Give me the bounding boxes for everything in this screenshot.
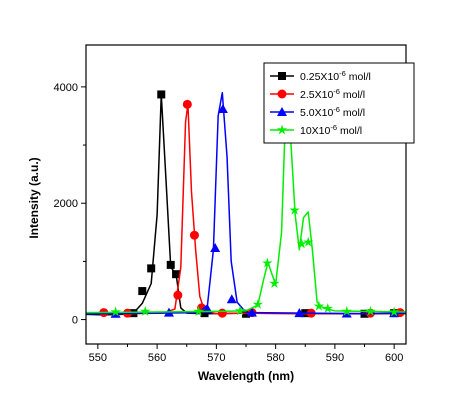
series-1-point <box>166 260 175 269</box>
series-4-point <box>302 236 314 247</box>
series-4-point <box>140 305 151 316</box>
series-3-point <box>210 243 221 253</box>
legend-label: 2.5X10-6 mol/l <box>300 87 365 101</box>
series-4-point <box>296 238 307 249</box>
series-1-point <box>157 90 166 99</box>
series-1-point <box>147 264 156 273</box>
series-2-point <box>189 230 199 240</box>
series-4-point <box>234 305 246 316</box>
legend-label: 5.0X10-6 mol/l <box>300 105 365 119</box>
x-tick-label: 560 <box>148 352 166 364</box>
y-tick-label: 2000 <box>54 198 78 210</box>
x-tick-label: 580 <box>266 352 284 364</box>
x-axis-title: Wavelength (nm) <box>198 369 294 383</box>
y-tick-label: 0 <box>72 315 78 327</box>
series-4-point <box>341 305 352 316</box>
y-tick-label: 4000 <box>54 82 78 94</box>
series-4-point <box>262 257 273 268</box>
legend-label: 0.25X10-6 mol/l <box>300 69 371 83</box>
series-4-point <box>313 300 325 311</box>
series-3-point <box>294 308 305 318</box>
legend-marker <box>277 107 287 116</box>
series-4-point <box>252 298 264 309</box>
series-4 <box>86 90 406 317</box>
series-4-point <box>193 305 204 316</box>
legend-label: 10X10-6 mol/l <box>300 123 362 137</box>
series-1-point <box>138 287 147 296</box>
series-3-point <box>217 103 228 113</box>
series-1-point <box>200 309 209 318</box>
series-4-point <box>365 305 376 316</box>
legend-item-3: 5.0X10-6 mol/l <box>270 105 365 119</box>
x-tick-label: 550 <box>89 352 107 364</box>
series-4-point <box>322 303 334 313</box>
x-tick-label: 570 <box>207 352 225 364</box>
series-2-point <box>217 308 227 318</box>
series-4-point <box>388 306 400 317</box>
series-4-point <box>269 278 280 288</box>
series-1-point <box>172 270 181 279</box>
series-2-point <box>182 99 192 109</box>
y-axis-title: Intensity (a.u.) <box>27 157 41 238</box>
x-tick-label: 600 <box>385 352 403 364</box>
series-2-point <box>173 290 183 300</box>
legend: 0.25X10-6 mol/l 2.5X10-6 mol/l 5.0X10-6 mo… <box>263 62 415 144</box>
series-group <box>86 90 406 318</box>
legend-marker <box>276 124 288 135</box>
axes: 550 560 570 580 590 600 0 2000 4000 <box>54 44 407 364</box>
legend-item-2: 2.5X10-6 mol/l <box>270 87 365 101</box>
series-3-point <box>246 307 257 317</box>
legend-marker <box>278 72 286 80</box>
legend-marker <box>277 89 287 99</box>
legend-item-1: 0.25X10-6 mol/l <box>270 69 371 83</box>
x-tick-label: 590 <box>326 352 344 364</box>
series-4-point <box>110 306 121 317</box>
plot-area <box>86 90 406 318</box>
series-4-point <box>289 204 300 215</box>
legend-item-4: 10X10-6 mol/l <box>270 123 362 137</box>
series-3-point <box>226 294 237 304</box>
